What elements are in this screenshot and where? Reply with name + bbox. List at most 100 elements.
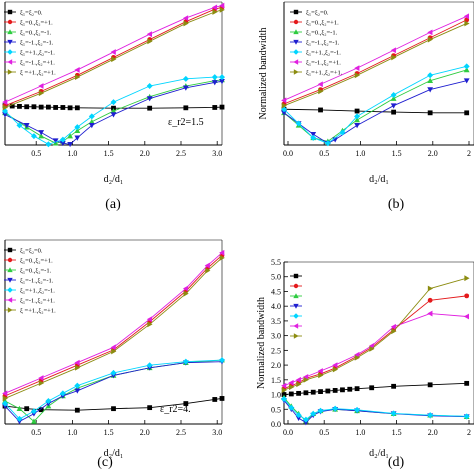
panel-label: (a): [105, 197, 121, 212]
data-point: [38, 130, 45, 136]
panel-label: (b): [388, 197, 405, 212]
data-point: [219, 104, 225, 110]
data-point: [427, 382, 433, 388]
data-point: [219, 6, 225, 13]
data-point: [354, 354, 360, 361]
data-point: [310, 131, 317, 138]
x-axis-label: d₂/d₁: [104, 448, 124, 459]
data-point: [391, 328, 397, 335]
legend-label: ξ₁=0.,ξ₂=-1.: [20, 29, 52, 36]
data-point: [332, 366, 339, 373]
x-tick-label: 2.0: [140, 149, 150, 158]
data-point: [318, 88, 324, 95]
data-point: [2, 395, 8, 402]
data-point: [30, 133, 37, 140]
series-line: [4, 252, 223, 394]
data-point: [463, 313, 470, 320]
data-point: [427, 110, 433, 116]
data-point: [74, 135, 81, 141]
chart-panel-2: 0.0 0.5 1.0 1.5 2.0 2 d₂/d₁ Normalized bandwidt…: [258, 1, 474, 212]
data-point: [75, 74, 81, 80]
data-point: [354, 351, 360, 358]
data-point: [427, 310, 433, 317]
data-point: [303, 390, 309, 396]
series-line: [4, 254, 223, 397]
data-point: [24, 104, 30, 110]
legend-marker: [7, 277, 13, 283]
data-point: [88, 113, 95, 120]
series-line: [283, 108, 467, 114]
data-point: [369, 385, 375, 391]
y-tick-label: 5.0: [271, 273, 281, 282]
data-point: [324, 140, 331, 147]
data-point: [17, 103, 22, 109]
x-tick-label: 1.5: [392, 428, 402, 437]
chart-panel-1: 0.5 1.0 1.5 2.0 2.5 3.0 d₂/d₁ (a) ε_r2=1.5 ξ₁=ξ₂=…: [2, 1, 225, 212]
legend-label: ξ₁=0.,ξ₂=+1.: [20, 257, 53, 264]
legend-marker: [7, 267, 13, 273]
data-point: [427, 285, 434, 292]
data-point: [391, 383, 397, 389]
legend: ξ₁=ξ₂=0. ξ₁=0.,ξ₂=+1. ξ₁=0.,ξ₂=-1. ξ₁=-1.,ξ…: [4, 9, 56, 76]
x-tick-label: 2.5: [176, 428, 186, 437]
chart-panel-3: 0.5 1.0 1.5 2.0 2.5 3.0 d₂/d₁(c) ε_r2=4. ξ₁=ξ₂=0…: [2, 239, 225, 470]
legend-marker: [7, 39, 13, 45]
series-1: [281, 380, 470, 397]
data-point: [74, 127, 81, 134]
series-line: [283, 23, 467, 107]
data-point: [288, 404, 295, 411]
series-4: [2, 79, 225, 148]
data-point: [59, 140, 66, 147]
legend-marker: [293, 59, 299, 65]
legend-marker: [293, 49, 299, 55]
data-point: [38, 375, 44, 381]
y-tick-label: 2.5: [271, 346, 281, 355]
data-point: [212, 105, 218, 110]
data-point: [296, 390, 302, 396]
data-point: [211, 74, 218, 81]
legend-label: ξ₁=+1.,ξ₂=-1.: [306, 49, 341, 56]
data-point: [318, 389, 323, 394]
legend-marker: [293, 69, 299, 75]
data-point: [2, 390, 8, 397]
panel-label: (d): [388, 455, 405, 470]
data-point: [368, 343, 375, 349]
legend-marker: [7, 307, 13, 313]
x-tick-label: 2: [467, 428, 471, 437]
data-point: [183, 105, 189, 111]
y-tick-label: 3.0: [271, 332, 281, 341]
data-point: [88, 118, 95, 125]
data-point: [219, 396, 225, 401]
data-point: [391, 109, 397, 115]
legend-label: ξ₁=+1.,ξ₂=-1.: [20, 49, 55, 56]
data-point: [219, 249, 225, 256]
data-point: [391, 54, 397, 61]
data-point: [45, 398, 52, 404]
series-4: [281, 78, 470, 147]
data-point: [38, 83, 44, 89]
legend-label: ξ₁=ξ₂=0.: [20, 247, 43, 254]
series-5: [281, 63, 470, 147]
y-tick-label: 4.5: [271, 287, 281, 296]
data-point: [288, 384, 295, 391]
y-tick-label: 4.0: [271, 302, 281, 311]
legend-marker: [7, 257, 13, 263]
data-point: [38, 90, 45, 97]
legend-marker: [293, 29, 299, 35]
x-tick-label: 0.5: [31, 428, 41, 437]
y-axis-label: Normalized bandwidth: [258, 28, 269, 120]
x-tick-label: 0.0: [283, 428, 293, 437]
data-point: [31, 418, 37, 424]
x-tick-label: 0.5: [31, 149, 41, 158]
data-point: [219, 79, 225, 85]
data-point: [464, 17, 470, 23]
data-point: [111, 348, 117, 355]
data-point: [427, 87, 434, 93]
series-7: [281, 275, 470, 394]
data-point: [354, 108, 360, 114]
legend-label: ξ₁=0.,ξ₂=+1.: [306, 19, 339, 26]
series-5: [281, 395, 470, 423]
data-point: [390, 323, 396, 330]
x-tick-label: 1.0: [67, 428, 77, 437]
series-line: [283, 19, 467, 105]
